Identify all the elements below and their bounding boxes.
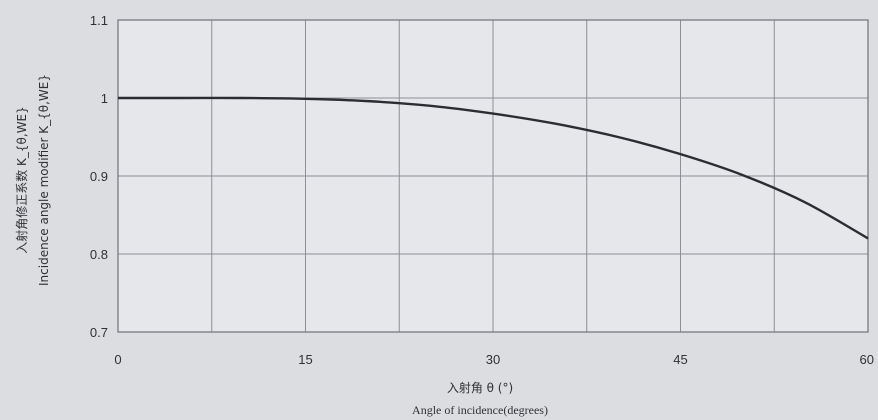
y-axis-label: 入射角修正系数 K_{θ,WE} — [14, 106, 29, 254]
y-tick-label: 0.8 — [90, 247, 108, 262]
series-line — [118, 96, 869, 240]
y-tick-label: 1 — [101, 91, 108, 106]
y-tick-label: 0.7 — [90, 325, 108, 340]
x-axis-label-english: Angle of incidence(degrees) — [412, 403, 548, 417]
y-tick-labels: 0.7 0.8 0.9 1 1.1 — [90, 13, 108, 340]
x-tick-label: 30 — [486, 352, 500, 367]
plot-frame — [117, 19, 869, 333]
x-tick-label: 15 — [298, 352, 312, 367]
x-tick-label: 45 — [673, 352, 687, 367]
y-tick-label: 1.1 — [90, 13, 108, 28]
x-tick-label: 60 — [860, 352, 874, 367]
y-tick-label: 0.9 — [90, 169, 108, 184]
x-axis-label: 入射角 θ (°) — [447, 380, 513, 395]
x-tick-labels: 0 15 30 45 60 — [114, 352, 874, 367]
x-tick-label: 0 — [114, 352, 121, 367]
y-axis-label-english: Incidence angle modifier K_{θ,WE} — [37, 74, 51, 286]
